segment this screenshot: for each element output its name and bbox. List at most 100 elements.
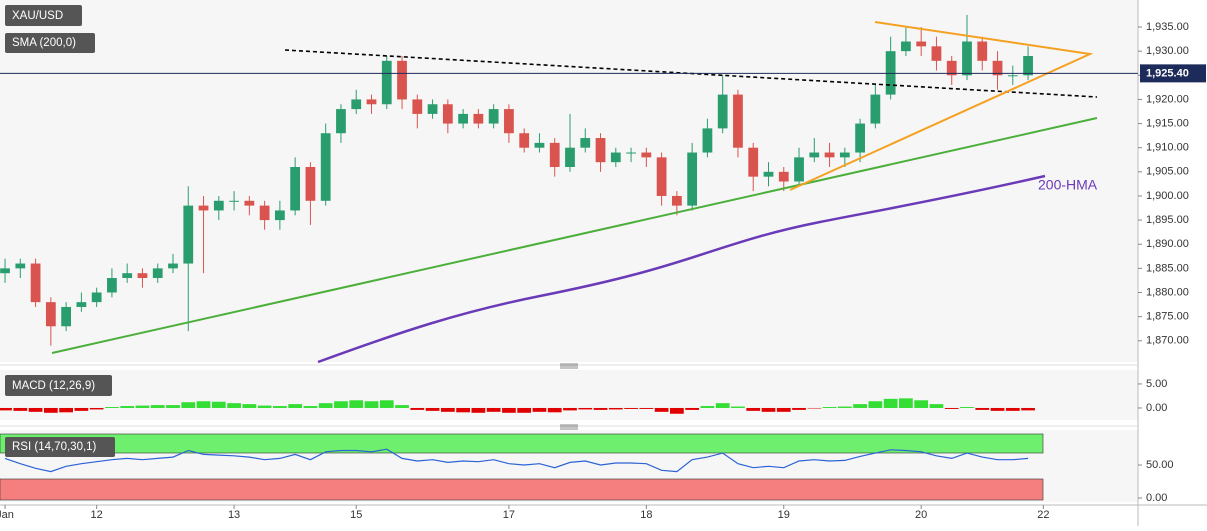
candle-body [1023,56,1033,75]
macd-bar [517,408,531,413]
macd-bar [426,408,440,411]
candle-body [199,206,209,211]
macd-bar [258,406,272,408]
candle-body [122,273,132,278]
candle-body [367,99,377,104]
candle-body [626,153,636,154]
macd-bar [884,399,898,408]
macd-bar [75,408,89,411]
macd-bar [1021,408,1035,410]
macd-bar [441,408,455,412]
macd-bar [120,406,134,408]
macd-bar [945,408,959,409]
candle-body [382,61,392,104]
macd-bar [930,404,944,408]
macd-bar [59,408,73,412]
macd-bar [242,404,256,408]
macd-bar [838,407,852,408]
candle-body [519,133,529,147]
y-tick-label: 0.00 [1146,402,1167,414]
candle-body [473,114,483,124]
macd-bar [563,408,577,410]
candle-body [244,201,254,206]
candle-body [825,153,835,158]
candle-body [977,42,987,61]
macd-bar [273,406,287,408]
macd-bar [151,405,165,408]
candle-body [1008,75,1018,76]
candle-body [306,167,316,201]
x-tick-label: 17 [503,509,515,521]
macd-bar [975,408,989,410]
x-tick-label: 18 [640,509,652,521]
macd-bar [746,408,760,411]
macd-bar [456,408,470,412]
candle-body [809,153,819,158]
macd-bar [365,401,379,408]
candle-body [489,109,499,123]
candle-body [901,42,911,52]
candle-body [92,292,102,302]
macd-bar [578,408,592,409]
macd-bar [594,408,608,410]
candle-body [76,302,86,307]
candle-body [535,143,545,148]
macd-bar [823,407,837,408]
candle-body [183,206,193,264]
symbol-label: XAU/USD [12,10,63,22]
candle-body [336,109,346,133]
macd-bar [701,406,715,408]
candle-body [153,268,163,278]
candle-body [260,206,270,220]
candle-body [397,61,407,100]
macd-bar [166,405,180,408]
macd-bar [991,408,1005,411]
macd-bar [502,408,516,413]
candle-body [779,172,789,182]
macd-bar [869,401,883,408]
macd-bar [197,401,211,408]
candle-body [641,153,651,158]
candle-body [687,153,697,206]
y-tick-label: 1,885.00 [1146,262,1189,274]
macd-bar [960,407,974,408]
candle-body [229,201,239,202]
x-tick-label: 20 [915,509,927,521]
macd-bar [227,403,241,408]
candle-body [794,157,804,181]
macd-bar [181,402,195,408]
candle-body [718,95,728,129]
y-tick-label: 0.00 [1146,492,1167,504]
macd-bar [914,400,928,408]
x-tick-label: 13 [228,509,240,521]
y-tick-label: 1,935.00 [1146,21,1189,33]
candle-body [550,143,560,167]
macd-bar [0,408,12,410]
candle-body [580,138,590,148]
candle-body [916,42,926,47]
macd-bar [762,408,776,412]
candle-body [657,157,667,196]
rsi-label: RSI (14,70,30,1) [12,441,97,453]
macd-bar [29,408,43,412]
macd-bar [655,408,669,412]
y-tick-label: 5.00 [1146,378,1167,390]
macd-bar [319,403,333,408]
candle-body [290,167,300,210]
candle-body [214,201,224,211]
y-tick-label: 1,930.00 [1146,45,1189,57]
macd-bar [410,408,424,410]
macd-bar [380,400,394,408]
macd-bar [685,408,699,410]
candle-body [168,264,178,269]
y-tick-label: 1,920.00 [1146,93,1189,105]
candle-body [0,268,10,273]
macd-bar [731,407,745,408]
macd-bar [533,408,547,412]
macd-bar [334,401,348,408]
candle-body [962,42,972,76]
macd-bar [288,404,302,408]
candle-body [565,148,575,167]
candle-body [275,210,285,220]
y-tick-label: 1,875.00 [1146,311,1189,323]
